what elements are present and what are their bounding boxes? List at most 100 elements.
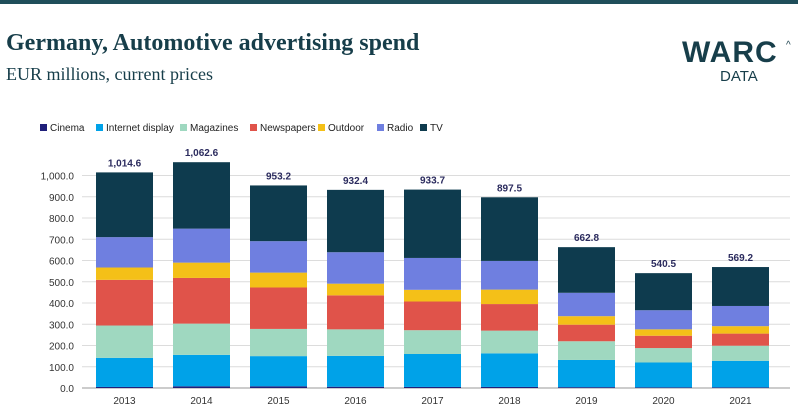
bar-segment-tv [250, 185, 307, 242]
bar-segment-outdoor [635, 329, 692, 336]
bar-segment-tv [173, 162, 230, 229]
legend-label: Internet display [106, 123, 174, 134]
legend-swatch [96, 124, 103, 131]
bar-segment-radio [404, 257, 461, 290]
bar-segment-outdoor [173, 262, 230, 278]
x-tick-label: 2013 [113, 396, 136, 407]
total-label: 1,014.6 [108, 158, 142, 169]
legend-item: Internet display [96, 123, 174, 134]
bar-segment-cinema [404, 386, 461, 388]
bar-segment-radio [250, 241, 307, 273]
legend-label: Radio [387, 123, 414, 134]
y-tick-label: 100.0 [49, 363, 74, 374]
bar-segment-outdoor [404, 289, 461, 302]
x-tick-label: 2016 [344, 396, 367, 407]
legend-label: Magazines [190, 123, 238, 134]
total-label: 540.5 [651, 259, 676, 270]
bar-segment-radio [558, 292, 615, 317]
legend-swatch [180, 124, 187, 131]
bar-segment-newspapers [712, 333, 769, 346]
bar-segment-tv [404, 189, 461, 258]
x-tick-label: 2019 [575, 396, 598, 407]
bar-segment-magazines [712, 345, 769, 361]
y-tick-label: 0.0 [60, 384, 74, 395]
bar-segment-newspapers [635, 335, 692, 349]
total-label: 932.4 [343, 176, 368, 187]
legend-item: TV [420, 123, 443, 134]
bar-segment-magazines [250, 328, 307, 357]
bar-segment-cinema [173, 386, 230, 388]
y-tick-label: 800.0 [49, 214, 74, 225]
bar-segment-magazines [327, 329, 384, 356]
legend-swatch [40, 124, 47, 131]
bars [96, 162, 769, 388]
bar-segment-internet-display [481, 353, 538, 387]
x-tick-label: 2017 [421, 396, 444, 407]
legend-item: Outdoor [318, 123, 365, 134]
legend-swatch [420, 124, 427, 131]
bar-segment-newspapers [327, 295, 384, 330]
legend-label: TV [430, 123, 443, 134]
bar-segment-outdoor [558, 316, 615, 325]
x-tick-label: 2020 [652, 396, 675, 407]
total-label: 897.5 [497, 183, 522, 194]
bar-segment-cinema [327, 386, 384, 388]
y-tick-label: 900.0 [49, 193, 74, 204]
bar-segment-internet-display [635, 362, 692, 388]
bar-segment-internet-display [96, 357, 153, 387]
total-label: 569.2 [728, 253, 753, 264]
bar-segment-tv [558, 247, 615, 293]
bar-segment-outdoor [250, 272, 307, 288]
y-axis-ticks: 0.0 100.0 200.0 300.0 400.0 500.0 600.0 700.0 80… [41, 172, 75, 396]
logo-mark: ^ [786, 40, 791, 51]
bar-segment-internet-display [404, 354, 461, 387]
bar-segment-radio [481, 260, 538, 290]
total-labels: 1,014.6 1,062.6 953.2 932.4 933.7 897.5 662.8 5… [108, 148, 754, 270]
bar-segment-radio [173, 228, 230, 263]
y-tick-label: 700.0 [49, 235, 74, 246]
bar-segment-cinema [712, 387, 769, 388]
bar-segment-cinema [481, 386, 538, 388]
x-tick-label: 2015 [267, 396, 290, 407]
bar-segment-outdoor [481, 289, 538, 305]
bar-segment-tv [635, 273, 692, 311]
y-tick-label: 400.0 [49, 299, 74, 310]
bar-segment-cinema [558, 387, 615, 388]
bar-segment-tv [481, 197, 538, 261]
bar-segment-newspapers [96, 279, 153, 326]
bar-segment-internet-display [712, 360, 769, 388]
bar-segment-cinema [96, 386, 153, 388]
bar-segment-internet-display [173, 354, 230, 387]
legend-item: Magazines [180, 123, 238, 134]
bar-segment-internet-display [558, 359, 615, 388]
bar-segment-tv [712, 267, 769, 306]
y-tick-label: 1,000.0 [41, 172, 75, 183]
bar-segment-radio [635, 310, 692, 330]
logo-wordmark: WARC [682, 36, 778, 69]
legend-item: Newspapers [250, 123, 316, 134]
total-label: 953.2 [266, 171, 291, 182]
legend-swatch [377, 124, 384, 131]
y-tick-label: 200.0 [49, 342, 74, 353]
bar-segment-magazines [173, 323, 230, 355]
bar-segment-outdoor [712, 326, 769, 334]
bar-segment-tv [96, 172, 153, 238]
total-label: 1,062.6 [185, 148, 219, 159]
bar-segment-magazines [481, 330, 538, 354]
bar-segment-outdoor [327, 283, 384, 296]
bar-segment-cinema [250, 386, 307, 388]
bar-segment-outdoor [96, 267, 153, 280]
bar-segment-newspapers [173, 277, 230, 324]
legend-item: Cinema [40, 123, 85, 134]
bar-segment-radio [96, 237, 153, 268]
bar-segment-internet-display [250, 356, 307, 387]
legend-label: Outdoor [328, 123, 365, 134]
bar-segment-magazines [558, 341, 615, 360]
total-label: 933.7 [420, 176, 445, 187]
top-rule [0, 0, 798, 4]
bar-segment-magazines [96, 325, 153, 358]
legend-label: Cinema [50, 123, 85, 134]
page-title: Germany, Automotive advertising spend [6, 30, 420, 56]
legend: Cinema Internet display Magazines Newspaper… [40, 123, 443, 134]
